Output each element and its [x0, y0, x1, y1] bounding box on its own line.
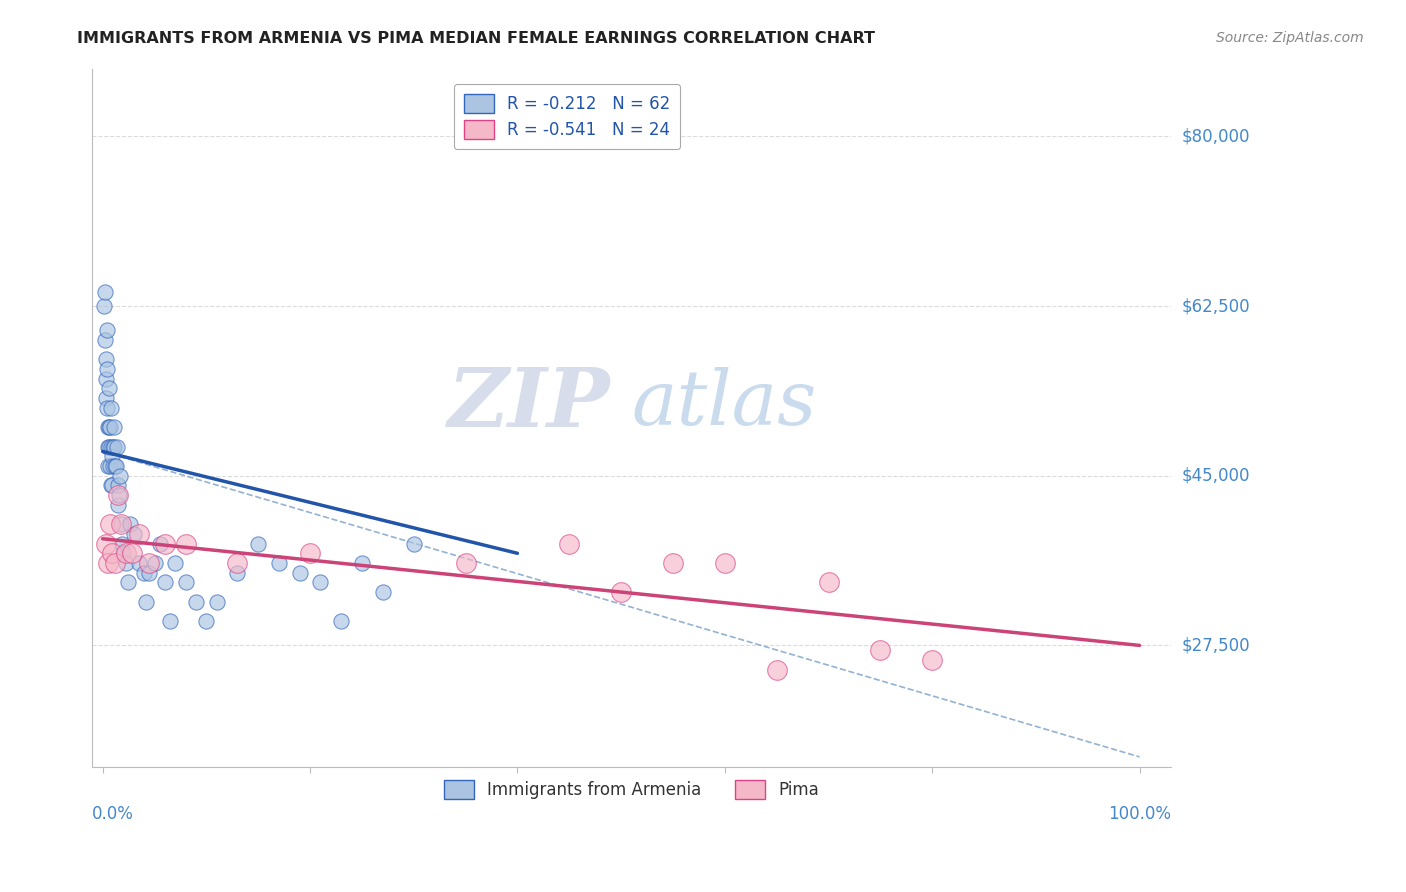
Point: [149, 536, 172, 550]
Point: [714, 556, 737, 570]
Point: [817, 575, 839, 590]
Point: [226, 566, 249, 580]
Point: [94, 352, 117, 367]
Point: [117, 575, 139, 590]
Point: [94, 536, 117, 550]
Text: atlas: atlas: [631, 367, 817, 441]
Point: [101, 458, 124, 473]
Text: Source: ZipAtlas.com: Source: ZipAtlas.com: [1216, 31, 1364, 45]
Point: [110, 468, 132, 483]
Text: ZIP: ZIP: [447, 364, 610, 443]
Point: [121, 546, 143, 560]
Point: [107, 498, 129, 512]
Text: $80,000: $80,000: [1182, 128, 1250, 145]
Legend: Immigrants from Armenia, Pima: Immigrants from Armenia, Pima: [436, 772, 827, 807]
Point: [104, 556, 127, 570]
Point: [350, 556, 373, 570]
Point: [153, 575, 176, 590]
Point: [107, 488, 129, 502]
Point: [299, 546, 322, 560]
Point: [138, 556, 160, 570]
Point: [267, 556, 290, 570]
Text: $27,500: $27,500: [1182, 636, 1250, 655]
Point: [97, 556, 120, 570]
Point: [309, 575, 332, 590]
Point: [153, 536, 176, 550]
Point: [93, 299, 115, 313]
Text: $45,000: $45,000: [1182, 467, 1250, 484]
Point: [112, 546, 135, 560]
Point: [371, 585, 394, 599]
Text: 0.0%: 0.0%: [93, 805, 134, 823]
Point: [105, 458, 128, 473]
Point: [97, 440, 120, 454]
Point: [165, 556, 187, 570]
Text: IMMIGRANTS FROM ARMENIA VS PIMA MEDIAN FEMALE EARNINGS CORRELATION CHART: IMMIGRANTS FROM ARMENIA VS PIMA MEDIAN F…: [77, 31, 876, 46]
Point: [97, 420, 120, 434]
Point: [610, 585, 633, 599]
Point: [97, 382, 120, 396]
Point: [101, 440, 124, 454]
Point: [94, 372, 117, 386]
Point: [97, 440, 120, 454]
Point: [98, 517, 121, 532]
Point: [134, 566, 156, 580]
Point: [103, 440, 125, 454]
Point: [101, 450, 124, 464]
Point: [921, 653, 943, 667]
Point: [114, 556, 136, 570]
Text: $62,500: $62,500: [1182, 297, 1250, 315]
Point: [288, 566, 311, 580]
Point: [94, 391, 117, 405]
Point: [118, 517, 141, 532]
Point: [96, 362, 118, 376]
Point: [247, 536, 270, 550]
Point: [143, 556, 166, 570]
Point: [108, 488, 131, 502]
Point: [94, 285, 117, 299]
Point: [402, 536, 425, 550]
Point: [558, 536, 581, 550]
Point: [98, 458, 121, 473]
Point: [97, 420, 120, 434]
Point: [205, 595, 228, 609]
Point: [174, 536, 197, 550]
Point: [96, 401, 118, 415]
Point: [869, 643, 891, 657]
Point: [174, 575, 197, 590]
Point: [97, 458, 120, 473]
Point: [101, 546, 124, 560]
Point: [105, 440, 128, 454]
Point: [138, 566, 160, 580]
Point: [135, 595, 157, 609]
Point: [122, 527, 145, 541]
Point: [110, 517, 132, 532]
Point: [330, 614, 353, 628]
Point: [110, 517, 132, 532]
Point: [98, 420, 121, 434]
Point: [128, 556, 150, 570]
Point: [100, 401, 122, 415]
Point: [96, 323, 118, 337]
Point: [104, 458, 127, 473]
Point: [184, 595, 207, 609]
Point: [454, 556, 477, 570]
Point: [111, 536, 134, 550]
Point: [128, 527, 150, 541]
Point: [765, 663, 787, 677]
Point: [94, 333, 117, 347]
Point: [107, 478, 129, 492]
Point: [114, 546, 136, 560]
Point: [100, 478, 122, 492]
Point: [103, 420, 125, 434]
Point: [101, 478, 124, 492]
Point: [100, 440, 122, 454]
Point: [662, 556, 685, 570]
Point: [195, 614, 218, 628]
Point: [226, 556, 249, 570]
Point: [159, 614, 181, 628]
Text: 100.0%: 100.0%: [1108, 805, 1171, 823]
